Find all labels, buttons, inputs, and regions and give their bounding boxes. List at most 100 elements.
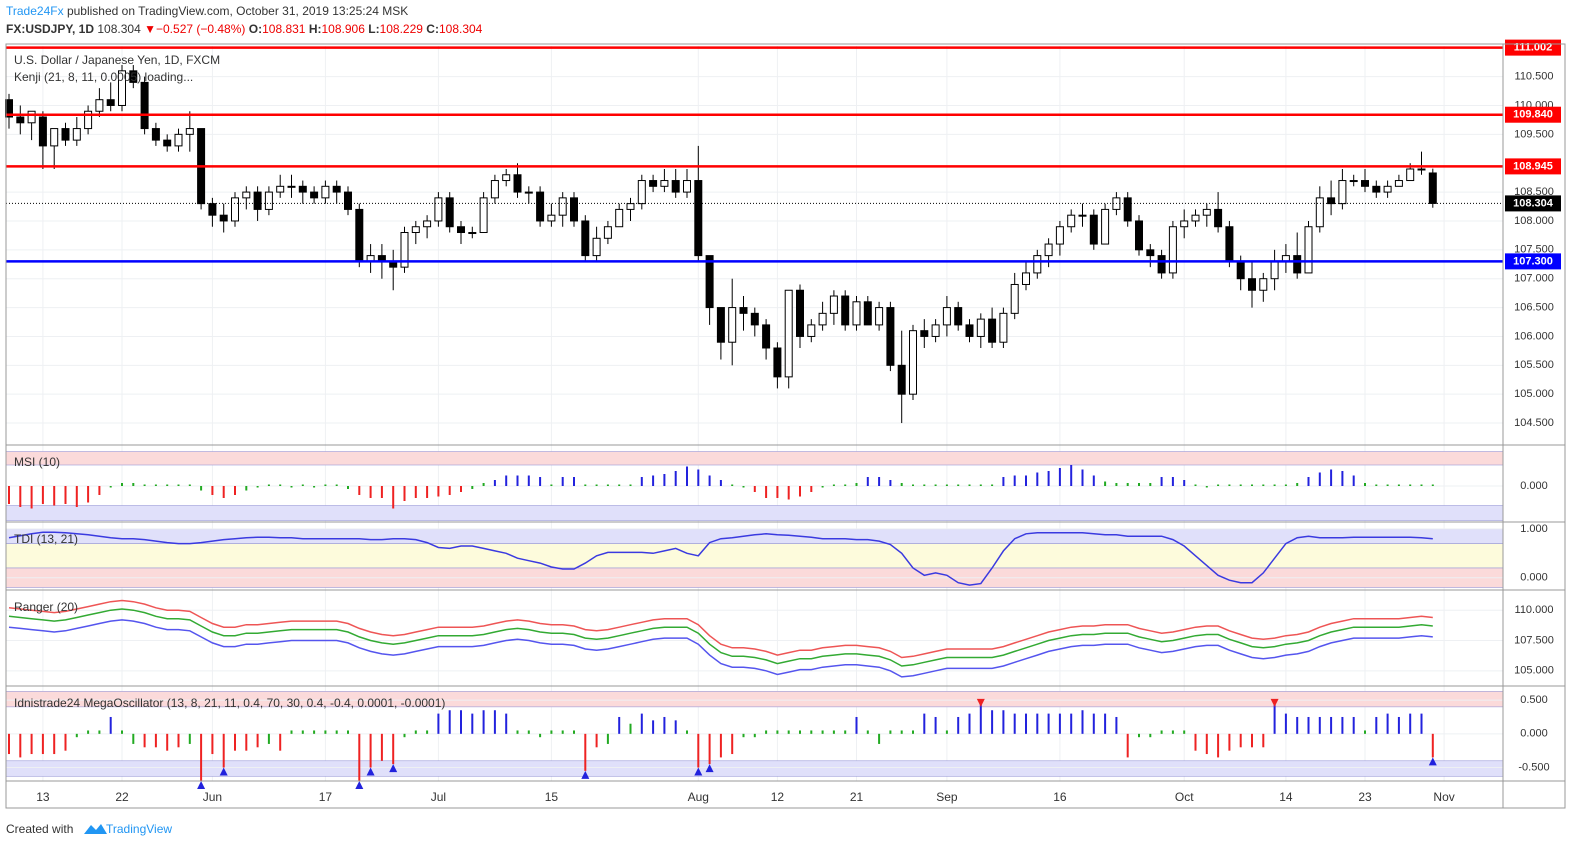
bar bbox=[629, 723, 632, 734]
bar bbox=[313, 730, 316, 734]
x-tick-label: 12 bbox=[771, 790, 785, 804]
bar bbox=[1205, 486, 1208, 488]
candle-body bbox=[1067, 214, 1076, 228]
header-line: Trade24Fx published on TradingView.com, … bbox=[6, 4, 408, 18]
bar bbox=[460, 710, 462, 734]
pane-title: Ranger (20) bbox=[14, 600, 78, 614]
bar bbox=[573, 730, 575, 734]
candle-body bbox=[50, 128, 59, 147]
low-label: L: bbox=[368, 22, 379, 36]
bar bbox=[878, 477, 881, 486]
bar bbox=[1251, 484, 1253, 486]
bar bbox=[945, 730, 948, 734]
series-line bbox=[8, 619, 1433, 678]
bar bbox=[527, 475, 530, 486]
bar bbox=[1307, 477, 1310, 486]
bar bbox=[1070, 713, 1073, 734]
bar bbox=[30, 733, 33, 755]
bar bbox=[87, 486, 90, 503]
candle-body bbox=[1236, 260, 1245, 280]
bar bbox=[708, 733, 711, 765]
footer-brand[interactable]: TradingView bbox=[106, 822, 172, 836]
bar bbox=[640, 713, 643, 734]
bar bbox=[979, 484, 982, 486]
x-tick-label: 16 bbox=[1053, 790, 1067, 804]
candle-body bbox=[829, 295, 838, 314]
bar bbox=[109, 716, 112, 734]
bar bbox=[1002, 710, 1005, 734]
candle-body bbox=[479, 197, 488, 234]
bar bbox=[991, 484, 994, 486]
bar bbox=[1002, 477, 1005, 486]
candle-body bbox=[807, 324, 816, 337]
candle-body bbox=[185, 128, 194, 135]
candle-body bbox=[965, 324, 974, 337]
close-label: C: bbox=[426, 22, 439, 36]
bar bbox=[301, 730, 304, 734]
bar bbox=[301, 484, 304, 486]
bar bbox=[1025, 475, 1027, 486]
x-tick-label: Aug bbox=[688, 790, 709, 804]
x-tick-label: 17 bbox=[319, 790, 333, 804]
close: 108.304 bbox=[439, 22, 483, 36]
bar bbox=[1013, 475, 1016, 486]
bar bbox=[358, 486, 361, 495]
bar bbox=[426, 730, 429, 734]
candle-body bbox=[321, 185, 330, 199]
bar bbox=[403, 486, 406, 501]
candle-body bbox=[931, 324, 940, 337]
bar bbox=[979, 703, 982, 734]
bar bbox=[606, 484, 609, 486]
candle-body bbox=[671, 180, 680, 193]
candle-body bbox=[1146, 249, 1155, 257]
bar bbox=[821, 486, 824, 488]
candle-body bbox=[253, 191, 262, 210]
bar bbox=[1036, 713, 1039, 734]
bar bbox=[8, 733, 10, 755]
buy-signal bbox=[705, 764, 714, 773]
candle-body bbox=[118, 70, 126, 106]
bar bbox=[765, 486, 768, 498]
band bbox=[5, 528, 1504, 544]
bar bbox=[595, 733, 598, 748]
bar bbox=[855, 716, 858, 734]
brand: Trade24Fx bbox=[6, 4, 64, 18]
bar bbox=[1386, 484, 1389, 486]
bar bbox=[188, 484, 191, 486]
bar bbox=[256, 733, 259, 748]
bar bbox=[1375, 716, 1378, 734]
candle-body bbox=[1383, 185, 1392, 193]
bar bbox=[143, 484, 146, 486]
candle-body bbox=[1248, 278, 1256, 291]
candle-body bbox=[27, 110, 36, 124]
y-tick-label: 105.000 bbox=[1514, 665, 1554, 677]
x-tick-label: Oct bbox=[1175, 790, 1194, 804]
bar bbox=[1217, 484, 1220, 486]
bar bbox=[731, 484, 734, 486]
y-tick-label: 107.500 bbox=[1514, 244, 1554, 256]
price-label-box bbox=[1505, 195, 1561, 212]
candle-body bbox=[219, 214, 228, 222]
candle-body bbox=[1135, 220, 1143, 251]
x-tick-label: Nov bbox=[1433, 790, 1454, 804]
candle-body bbox=[468, 232, 477, 235]
pane-title: MSI (10) bbox=[14, 455, 60, 469]
bar bbox=[810, 486, 813, 492]
candle-body bbox=[1033, 255, 1042, 274]
buy-signal bbox=[1428, 757, 1437, 766]
bar bbox=[64, 486, 67, 504]
bar bbox=[776, 486, 779, 498]
candle-body bbox=[818, 312, 827, 326]
series-line bbox=[8, 608, 1433, 667]
symbol: FX:USDJPY, 1D bbox=[6, 22, 94, 36]
candle-body bbox=[264, 191, 273, 210]
bar bbox=[561, 477, 564, 486]
bar bbox=[663, 716, 666, 734]
y-tick-label: 1.000 bbox=[1520, 523, 1548, 535]
bar bbox=[380, 486, 383, 498]
x-tick-label: 21 bbox=[850, 790, 864, 804]
bar bbox=[1409, 484, 1412, 486]
candle-body bbox=[728, 307, 737, 343]
bar bbox=[1115, 483, 1118, 486]
